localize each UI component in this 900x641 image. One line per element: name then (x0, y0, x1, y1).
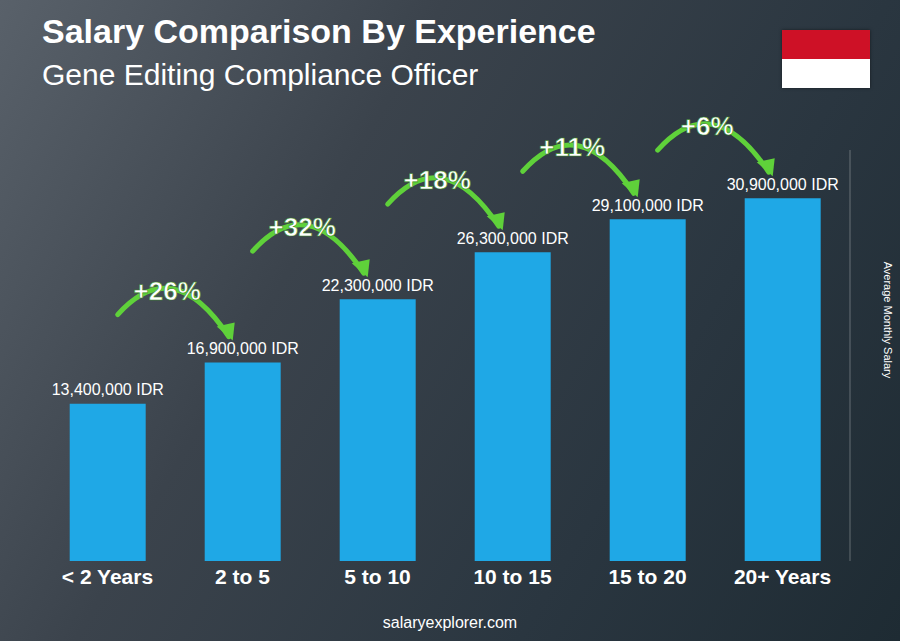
svg-text:26,300,000 IDR: 26,300,000 IDR (457, 230, 569, 247)
svg-text:+6%: +6% (681, 111, 734, 141)
svg-text:+26%: +26% (134, 276, 201, 306)
svg-text:16,900,000 IDR: 16,900,000 IDR (187, 340, 299, 357)
svg-text:+18%: +18% (404, 165, 471, 195)
svg-text:+11%: +11% (539, 132, 605, 162)
svg-text:15 to 20: 15 to 20 (608, 565, 686, 588)
svg-text:5 to 10: 5 to 10 (344, 565, 411, 588)
svg-text:< 2 Years: < 2 Years (62, 565, 153, 588)
svg-text:22,300,000 IDR: 22,300,000 IDR (322, 277, 434, 294)
svg-text:30,900,000 IDR: 30,900,000 IDR (727, 176, 839, 193)
html-text:Average Monthly Salary: Average Monthly Salary (882, 261, 894, 379)
svg-text:10 to 15: 10 to 15 (473, 565, 552, 588)
html-text:salaryexplorer.com: salaryexplorer.com (382, 614, 518, 631)
svg-text:13,400,000 IDR: 13,400,000 IDR (52, 381, 164, 398)
svg-text:2 to 5: 2 to 5 (215, 565, 270, 588)
svg-text:20+ Years: 20+ Years (734, 565, 831, 588)
svg-text:+32%: +32% (269, 212, 336, 242)
svg-text:29,100,000 IDR: 29,100,000 IDR (592, 197, 704, 214)
html-text:Gene Editing Compliance Office: Gene Editing Compliance Officer (42, 58, 479, 91)
html-text:Salary Comparison By Experienc: Salary Comparison By Experience (42, 12, 596, 50)
